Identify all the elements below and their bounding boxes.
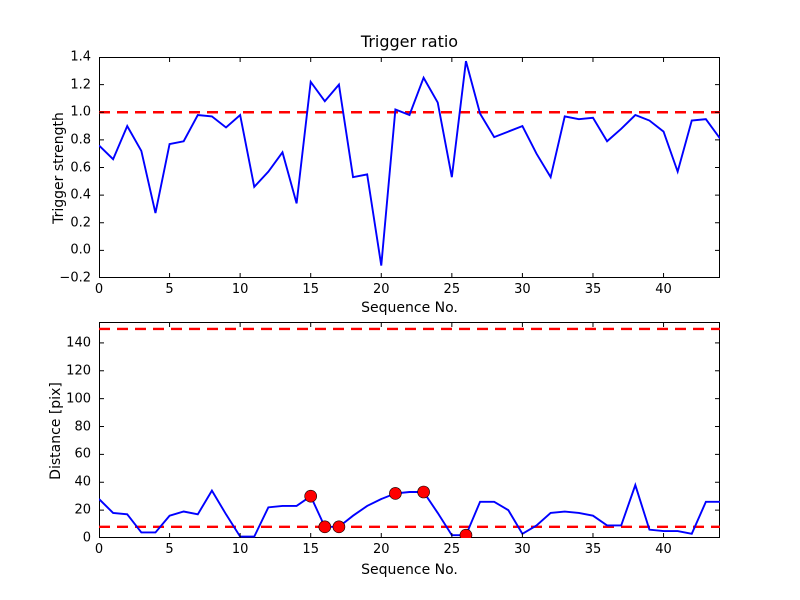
- y-tick-label: 0.2: [70, 215, 91, 231]
- y-tick-label: 1.4: [70, 49, 91, 65]
- y-tick-label: 1.2: [70, 77, 91, 93]
- flagged-point[interactable]: [318, 520, 332, 534]
- y-tick-label: 0.4: [70, 187, 91, 203]
- y-tick-label: −0.2: [59, 270, 91, 286]
- x-tick-label: 10: [231, 542, 249, 557]
- x-tick-label: 5: [165, 282, 174, 297]
- page-title: Trigger ratio: [360, 32, 459, 51]
- flagged-point[interactable]: [304, 489, 317, 503]
- y-tick-label: 0.0: [70, 242, 91, 258]
- distance-axes-frame: [99, 322, 720, 538]
- x-tick-label: 30: [514, 542, 531, 557]
- distance-x-axis-label: Sequence No.: [361, 562, 458, 578]
- y-tick-label: 40: [74, 474, 91, 490]
- x-tick-label: 20: [372, 282, 390, 297]
- flagged-point[interactable]: [332, 520, 346, 534]
- x-tick-label: 0: [94, 542, 104, 557]
- x-tick-label: 40: [655, 542, 672, 557]
- flagged-point[interactable]: [417, 485, 430, 499]
- x-tick-label: 20: [372, 542, 390, 557]
- flagged-point[interactable]: [459, 528, 473, 538]
- y-tick-label: 1.0: [70, 104, 91, 120]
- distance-plot[interactable]: [99, 322, 720, 538]
- x-tick-label: 10: [231, 282, 249, 297]
- x-tick-label: 15: [302, 282, 319, 297]
- trigger-ratio-x-axis-label: Sequence No.: [361, 300, 458, 316]
- distance-canvas: [99, 322, 720, 538]
- trigger-ratio-plot[interactable]: [99, 57, 720, 278]
- data-line: [99, 60, 720, 266]
- y-tick-label: 0: [82, 530, 91, 546]
- y-tick-label: 120: [66, 363, 91, 379]
- x-tick-label: 30: [514, 282, 531, 297]
- x-tick-label: 25: [443, 542, 461, 557]
- y-tick-label: 60: [74, 446, 91, 462]
- y-tick-label: 20: [74, 502, 91, 518]
- x-tick-label: 0: [94, 282, 104, 297]
- x-tick-label: 40: [655, 282, 672, 297]
- flagged-point[interactable]: [389, 487, 402, 500]
- y-tick-label: 140: [66, 335, 91, 351]
- x-tick-label: 35: [584, 282, 602, 297]
- y-tick-label: 100: [66, 391, 91, 407]
- x-tick-label: 15: [302, 542, 319, 557]
- trigger-ratio-canvas: [99, 57, 720, 278]
- y-tick-label: 0.8: [70, 132, 91, 148]
- y-tick-label: 80: [74, 419, 91, 435]
- x-tick-label: 35: [584, 542, 602, 557]
- x-tick-label: 5: [165, 542, 174, 557]
- data-line: [99, 482, 720, 538]
- x-tick-label: 25: [443, 282, 461, 297]
- y-tick-label: 0.6: [70, 160, 91, 175]
